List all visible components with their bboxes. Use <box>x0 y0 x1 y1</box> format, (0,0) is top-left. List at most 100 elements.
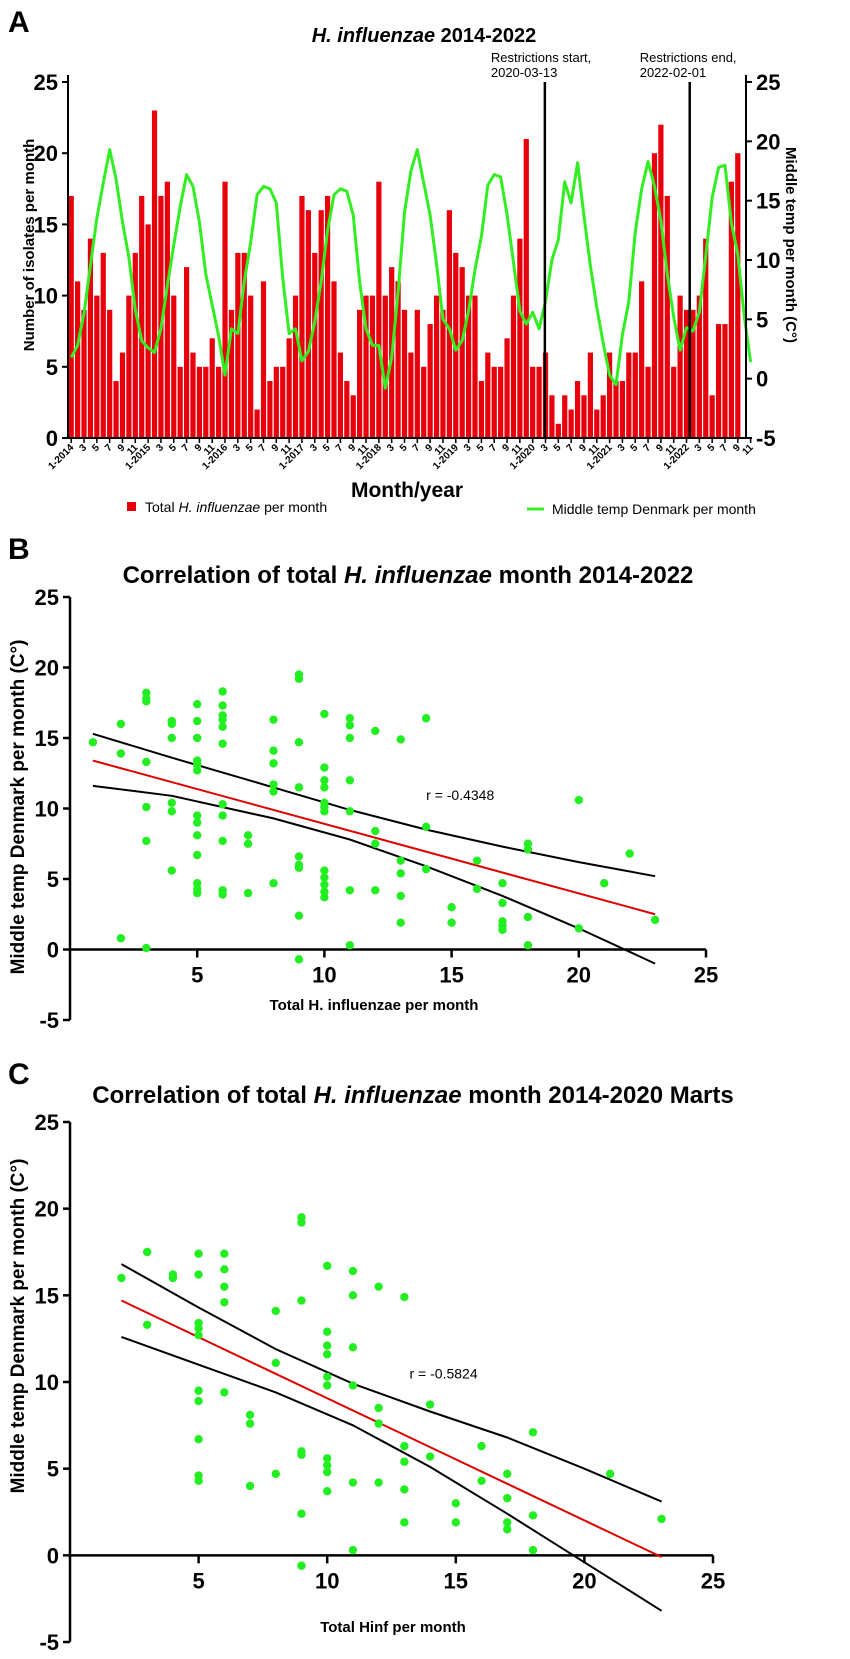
data-point <box>425 1452 435 1461</box>
data-point <box>574 924 583 933</box>
y-tick-label-right: 15 <box>756 189 780 214</box>
data-point <box>194 1476 203 1486</box>
bar <box>613 381 619 438</box>
data-point <box>193 733 202 743</box>
bar <box>530 366 536 438</box>
panel-a-letter: A <box>8 6 30 39</box>
data-point <box>297 1561 306 1570</box>
ci-upper-line <box>120 1263 662 1503</box>
y-tick-label: -5 <box>39 1008 59 1033</box>
data-point <box>447 903 456 912</box>
bar <box>664 195 670 438</box>
y-tick-label: 10 <box>35 1370 59 1395</box>
data-point <box>323 1454 332 1463</box>
bar <box>190 352 196 438</box>
x-tick-label: 15 <box>444 1568 468 1593</box>
bar <box>465 295 472 438</box>
bar <box>357 309 363 438</box>
y-tick-label: 5 <box>46 355 58 380</box>
panel-a: A H. influenzae 2014-2022 Restrictions s… <box>8 6 799 517</box>
ci-lower-line <box>121 1335 663 1612</box>
bar <box>600 395 606 438</box>
restrictions-start-label: Restrictions start, <box>491 50 591 65</box>
data-point <box>345 776 355 785</box>
panel-c-y-label: Middle temp Denmark per month (C°) <box>8 1159 29 1494</box>
data-point <box>218 722 227 731</box>
data-point <box>320 880 329 889</box>
bar <box>312 252 318 438</box>
y-tick-label: 25 <box>34 70 58 95</box>
data-point <box>503 1525 512 1534</box>
data-point <box>243 839 253 848</box>
bar <box>158 195 164 438</box>
data-point <box>88 738 98 747</box>
data-point <box>167 719 176 729</box>
bar <box>196 366 202 438</box>
legend-bar-label: Total H. influenzae per month <box>145 499 327 515</box>
data-point <box>371 839 380 848</box>
bar <box>107 309 113 438</box>
panel-c-plot: -5 0 5 10 15 20 25 5 10 15 20 25 <box>35 1110 726 1655</box>
bar <box>344 381 350 438</box>
x-tick-label: 5 <box>629 442 641 454</box>
bar <box>568 409 574 438</box>
data-point <box>477 1476 486 1486</box>
bar <box>433 295 440 438</box>
x-tick-label: 10 <box>315 1568 339 1593</box>
panel-a-title-rest: 2014-2022 <box>435 25 536 47</box>
data-point <box>297 1450 306 1460</box>
data-point <box>218 687 227 696</box>
bar <box>549 395 555 438</box>
data-point <box>193 766 202 775</box>
data-point <box>294 955 304 964</box>
bar <box>350 395 356 438</box>
bar <box>523 138 529 438</box>
x-tick-label: 3 <box>616 442 628 454</box>
x-tick-label: 7 <box>411 442 423 454</box>
data-point <box>421 714 431 723</box>
x-tick-label: 7 <box>641 442 653 454</box>
bar <box>709 395 715 438</box>
y-tick-label: 0 <box>46 426 58 451</box>
data-point <box>271 1306 280 1316</box>
data-point <box>574 795 583 805</box>
x-tick-label: 5 <box>244 442 256 454</box>
data-point <box>218 890 227 899</box>
data-point <box>374 1419 383 1428</box>
bar <box>177 366 183 438</box>
data-point <box>116 934 126 943</box>
data-point <box>498 898 507 908</box>
bar <box>183 267 190 438</box>
x-tick-label: 7 <box>718 442 730 454</box>
data-point <box>323 1461 332 1470</box>
panel-a-bars <box>68 110 741 438</box>
bar <box>619 381 626 438</box>
data-point <box>323 1341 332 1350</box>
data-point <box>323 1372 332 1382</box>
y-tick-label: 10 <box>35 797 59 822</box>
bar <box>100 252 106 438</box>
panel-a-y-label-right: Middle temp per month (C°) <box>782 147 799 343</box>
bar <box>292 295 299 438</box>
data-point <box>220 1265 229 1274</box>
data-point <box>269 787 278 796</box>
panel-b-title-post: month 2014-2022 <box>492 562 693 589</box>
bar <box>228 309 235 438</box>
x-tick-label: 3 <box>154 442 166 454</box>
data-point <box>348 1545 358 1555</box>
panel-b-plot: -5 0 5 10 15 20 25 5 10 15 20 25 <box>35 585 719 1033</box>
data-point <box>269 715 278 724</box>
x-tick-label: 20 <box>567 963 591 988</box>
bar <box>715 324 722 438</box>
data-point <box>345 733 355 743</box>
data-point <box>323 1327 332 1336</box>
panel-c-title-pre: Correlation of total <box>92 1082 313 1109</box>
x-tick-label: 3 <box>77 442 89 454</box>
ci-upper-line <box>92 732 656 878</box>
data-point <box>116 719 126 729</box>
bar <box>171 295 177 438</box>
y-tick-label: 20 <box>35 1197 59 1222</box>
bar <box>87 238 94 438</box>
ci-lower-line <box>92 784 656 965</box>
